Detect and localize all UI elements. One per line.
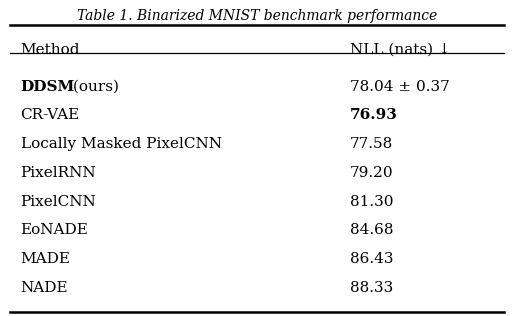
Text: NADE: NADE [21,281,68,295]
Text: MADE: MADE [21,252,70,266]
Text: 77.58: 77.58 [350,137,393,151]
Text: DDSM: DDSM [21,80,75,94]
Text: PixelCNN: PixelCNN [21,195,96,209]
Text: EoNADE: EoNADE [21,223,88,237]
Text: 76.93: 76.93 [350,108,397,122]
Text: PixelRNN: PixelRNN [21,166,96,180]
Text: 84.68: 84.68 [350,223,393,237]
Text: NLL (nats) ↓: NLL (nats) ↓ [350,43,450,57]
Text: Table 1. Binarized MNIST benchmark performance: Table 1. Binarized MNIST benchmark perfo… [77,9,437,23]
Text: 81.30: 81.30 [350,195,393,209]
Text: 88.33: 88.33 [350,281,393,295]
Text: 86.43: 86.43 [350,252,393,266]
Text: Method: Method [21,43,80,57]
Text: Locally Masked PixelCNN: Locally Masked PixelCNN [21,137,222,151]
Text: 79.20: 79.20 [350,166,393,180]
Text: 78.04 ± 0.37: 78.04 ± 0.37 [350,80,449,94]
Text: (ours): (ours) [68,80,119,94]
Text: CR-VAE: CR-VAE [21,108,80,122]
